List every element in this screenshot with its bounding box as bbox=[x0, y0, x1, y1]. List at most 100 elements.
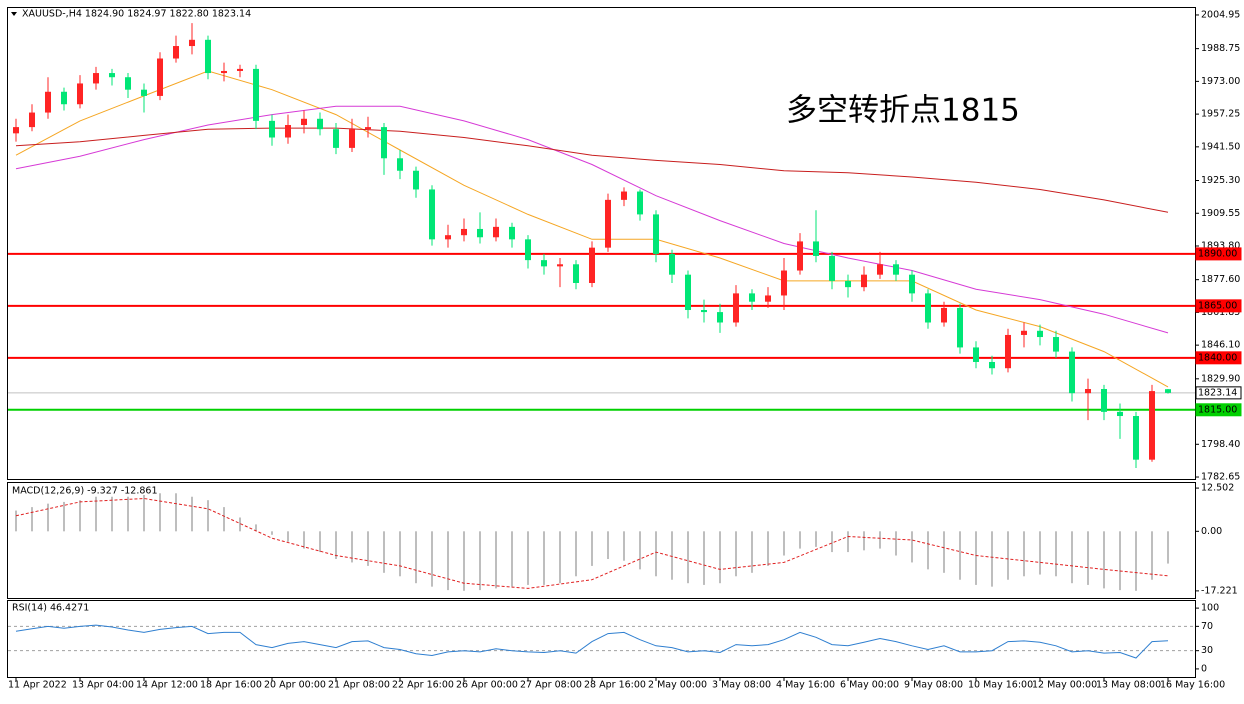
candle-body bbox=[925, 293, 931, 323]
moving-average bbox=[15, 105, 1169, 334]
y-tick-label: 1893.80 bbox=[1201, 240, 1240, 251]
rsi-panel-frame bbox=[7, 600, 1196, 678]
candle-body bbox=[13, 127, 19, 134]
candle-body bbox=[285, 125, 291, 138]
x-tick-label: 11 Apr 2022 bbox=[8, 680, 67, 691]
level-label: 1840.00 bbox=[1198, 352, 1237, 363]
candle-body bbox=[237, 68, 243, 71]
candle-body bbox=[381, 127, 387, 159]
candle-body bbox=[301, 118, 307, 126]
x-tick-label: 18 Apr 16:00 bbox=[200, 680, 262, 691]
y-tick-label: -17.221 bbox=[1201, 585, 1238, 596]
macd-panel-frame bbox=[7, 482, 1196, 599]
candle-body bbox=[573, 264, 579, 283]
candle-body bbox=[957, 307, 963, 348]
y-tick-label: 70 bbox=[1201, 621, 1213, 632]
candle-body bbox=[893, 264, 899, 275]
macd-title: MACD(12,26,9) -9.327 -12.861 bbox=[12, 486, 157, 497]
candle-body bbox=[1101, 388, 1107, 412]
y-tick-label: 1973.00 bbox=[1201, 76, 1240, 87]
candle-body bbox=[1149, 391, 1155, 460]
candle-body bbox=[477, 228, 483, 238]
chart-title: XAUUSD-,H4 1824.90 1824.97 1822.80 1823.… bbox=[22, 9, 251, 20]
candle-body bbox=[845, 280, 851, 288]
candle-body bbox=[1165, 389, 1171, 393]
candle-body bbox=[813, 241, 819, 256]
y-tick-label: 1798.40 bbox=[1201, 439, 1240, 450]
candle-body bbox=[1053, 337, 1059, 352]
y-tick-label: 12.502 bbox=[1201, 483, 1234, 494]
candle-body bbox=[45, 91, 51, 113]
candle-body bbox=[109, 73, 115, 78]
y-tick-label: 100 bbox=[1201, 603, 1219, 614]
candle-body bbox=[509, 226, 515, 240]
candle-body bbox=[701, 310, 707, 313]
level-box bbox=[1195, 403, 1242, 417]
candle-body bbox=[1037, 330, 1043, 338]
candle-body bbox=[989, 361, 995, 369]
candle-body bbox=[29, 112, 35, 128]
candle-body bbox=[173, 46, 179, 59]
candle-body bbox=[253, 68, 259, 121]
candle-body bbox=[589, 247, 595, 283]
y-tick-label: 30 bbox=[1201, 645, 1213, 656]
x-tick-label: 16 May 16:00 bbox=[1160, 680, 1225, 691]
candle-body bbox=[541, 260, 547, 267]
candle-body bbox=[493, 226, 499, 238]
candle-body bbox=[317, 118, 323, 130]
candle-body bbox=[861, 274, 867, 288]
candle-body bbox=[973, 347, 979, 362]
candle-body bbox=[781, 270, 787, 296]
candle-body bbox=[637, 191, 643, 215]
candle-body bbox=[877, 264, 883, 275]
candle-body bbox=[653, 214, 659, 254]
candle-body bbox=[605, 199, 611, 248]
candle-body bbox=[1133, 416, 1139, 460]
y-tick-label: 1957.25 bbox=[1201, 109, 1240, 120]
candle-body bbox=[525, 239, 531, 261]
candle-body bbox=[221, 70, 227, 74]
candle-body bbox=[205, 39, 211, 74]
x-tick-label: 22 Apr 16:00 bbox=[392, 680, 454, 691]
candle-body bbox=[77, 83, 83, 105]
rsi-title: RSI(14) 46.4271 bbox=[12, 603, 89, 614]
x-tick-label: 9 May 08:00 bbox=[904, 680, 963, 691]
candle-body bbox=[365, 127, 371, 130]
candle-body bbox=[349, 129, 355, 148]
y-tick-label: 1846.10 bbox=[1201, 340, 1240, 351]
x-tick-label: 10 May 16:00 bbox=[968, 680, 1033, 691]
candle-body bbox=[717, 312, 723, 323]
candle-body bbox=[733, 293, 739, 323]
y-tick-label: 0.00 bbox=[1201, 526, 1222, 537]
candle-body bbox=[1069, 351, 1075, 394]
x-tick-label: 21 Apr 08:00 bbox=[328, 680, 390, 691]
candle-body bbox=[669, 253, 675, 275]
rsi-line bbox=[15, 624, 1169, 659]
candle-body bbox=[93, 73, 99, 84]
y-tick-label: 1877.60 bbox=[1201, 274, 1240, 285]
price-panel-frame bbox=[7, 7, 1196, 480]
current-price-label: 1823.14 bbox=[1198, 387, 1237, 398]
level-box bbox=[1195, 247, 1242, 261]
y-tick-label: 1925.30 bbox=[1201, 175, 1240, 186]
x-tick-label: 27 Apr 08:00 bbox=[520, 680, 582, 691]
candle-body bbox=[61, 91, 67, 105]
y-tick-label: 1829.90 bbox=[1201, 373, 1240, 384]
level-box bbox=[1195, 351, 1242, 365]
current-price-box bbox=[1195, 386, 1242, 400]
y-tick-label: 0 bbox=[1201, 663, 1207, 674]
x-tick-label: 20 Apr 00:00 bbox=[264, 680, 326, 691]
y-tick-label: 1909.55 bbox=[1201, 208, 1240, 219]
x-tick-label: 4 May 16:00 bbox=[776, 680, 835, 691]
candle-body bbox=[157, 58, 163, 96]
candle-body bbox=[797, 241, 803, 271]
candle-body bbox=[141, 89, 147, 96]
level-label: 1815.00 bbox=[1198, 404, 1237, 415]
x-tick-label: 13 Apr 04:00 bbox=[72, 680, 134, 691]
x-tick-label: 28 Apr 16:00 bbox=[584, 680, 646, 691]
y-tick-label: 2004.95 bbox=[1201, 9, 1240, 20]
x-tick-label: 3 May 08:00 bbox=[712, 680, 771, 691]
candle-body bbox=[397, 158, 403, 171]
candle-body bbox=[829, 255, 835, 281]
